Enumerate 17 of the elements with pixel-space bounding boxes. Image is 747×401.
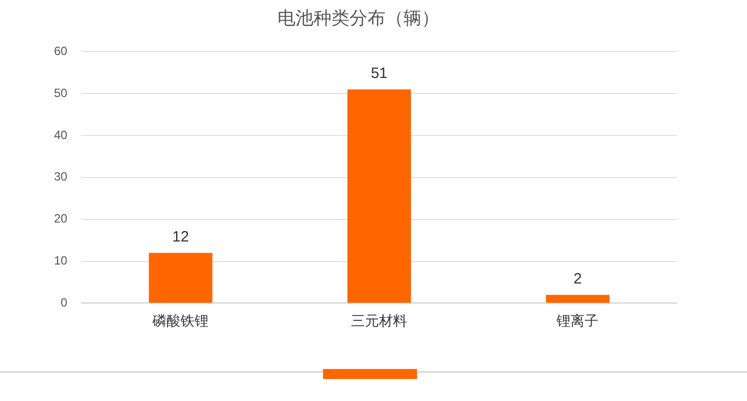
y-tick-label: 60 xyxy=(54,44,68,58)
bar xyxy=(347,89,411,303)
y-tick-label: 30 xyxy=(54,170,68,184)
x-tick-label: 磷酸铁锂 xyxy=(152,312,209,328)
data-label: 51 xyxy=(370,64,388,82)
y-tick-label: 50 xyxy=(54,86,68,100)
data-label: 12 xyxy=(172,228,189,246)
data-label: 2 xyxy=(574,270,582,288)
bar xyxy=(546,294,610,303)
y-tick-label: 0 xyxy=(60,296,68,310)
x-tick-label: 锂离子 xyxy=(556,312,599,328)
y-tick-label: 40 xyxy=(54,128,68,142)
x-tick-label: 三元材料 xyxy=(351,312,408,328)
y-tick-label: 10 xyxy=(54,254,68,268)
chart-title: 电池种类分布（辆） xyxy=(278,8,440,28)
y-tick-label: 20 xyxy=(54,212,68,226)
bar xyxy=(148,252,212,303)
